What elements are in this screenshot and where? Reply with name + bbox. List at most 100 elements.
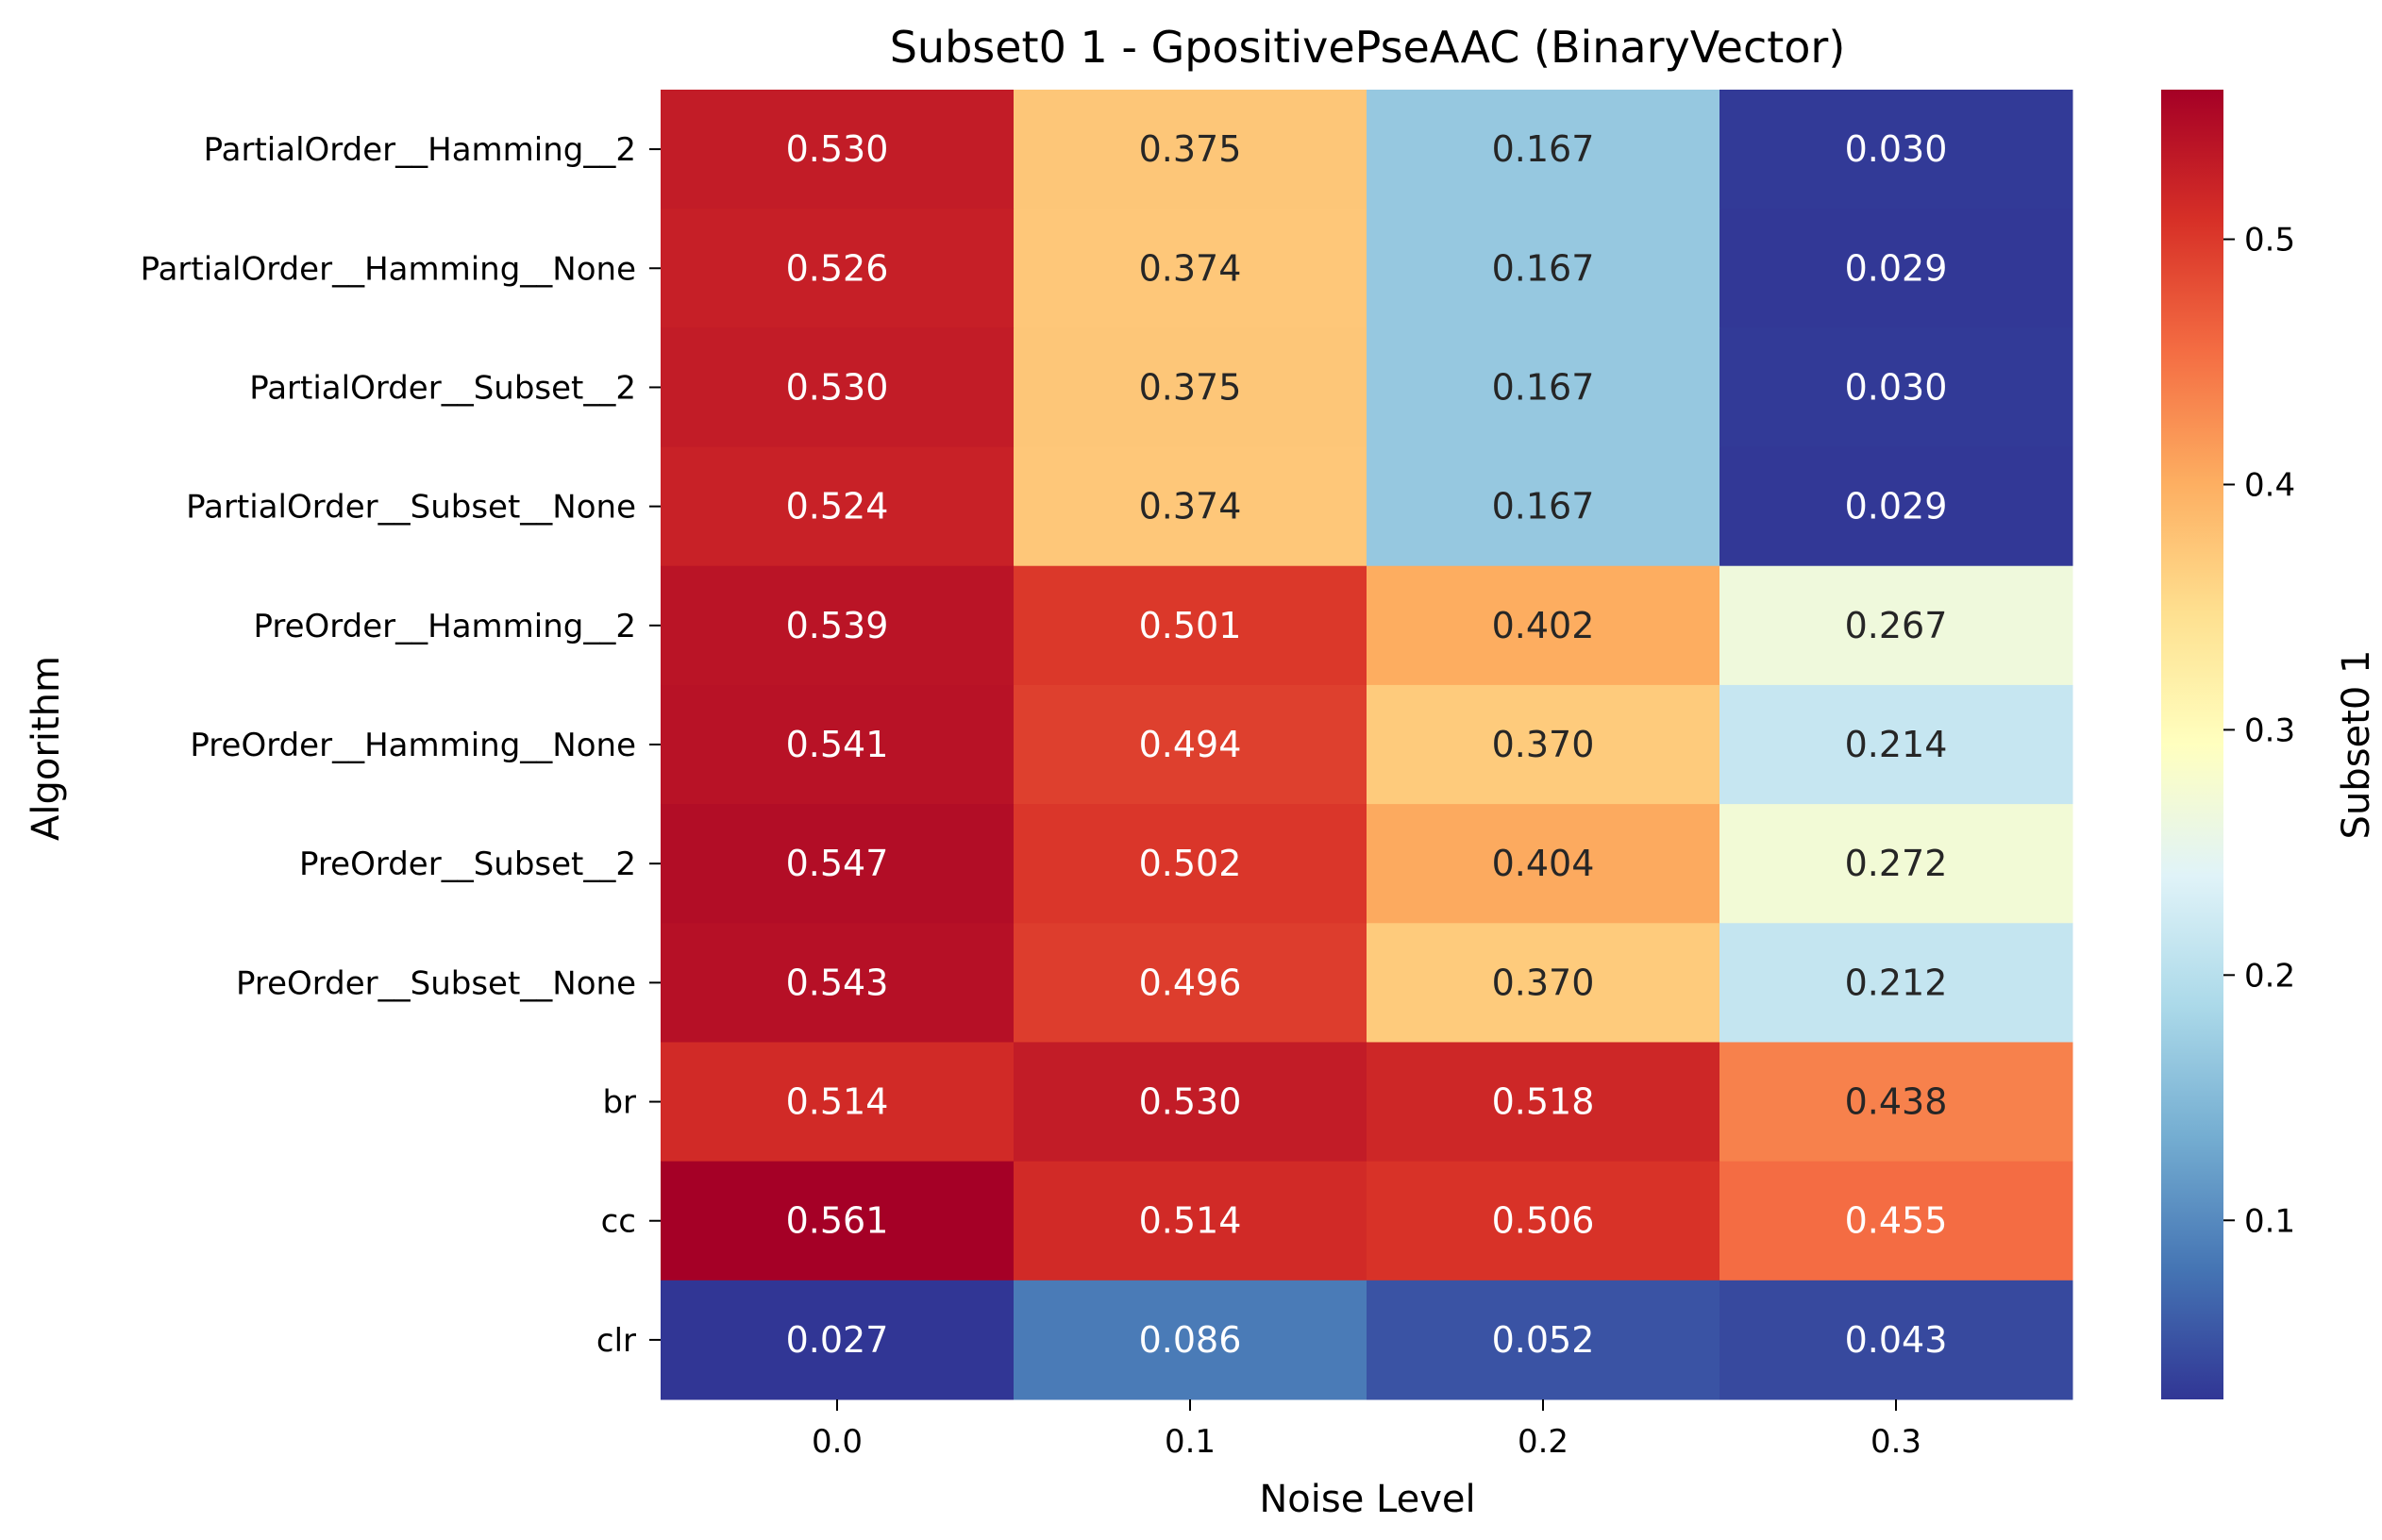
heatmap-cell xyxy=(1719,923,2073,1043)
cell-value-label: 0.375 xyxy=(1139,366,1242,408)
cell-value-label: 0.214 xyxy=(1845,724,1948,765)
heatmap-cell xyxy=(1014,209,1367,328)
y-tick-labels: PartialOrder__Hamming__2 PartialOrder__Ha… xyxy=(141,131,661,1360)
heatmap-cell xyxy=(1367,327,1720,448)
cell-value-label: 0.267 xyxy=(1845,605,1948,646)
cell-value-label: 0.212 xyxy=(1845,962,1948,1003)
heatmap-cell xyxy=(1014,446,1367,567)
heatmap-cell xyxy=(661,446,1015,567)
heatmap-cell xyxy=(1719,565,2073,686)
y-tick-label: cc xyxy=(601,1203,636,1241)
cell-value-label: 0.374 xyxy=(1139,486,1242,527)
x-axis-title: Noise Level xyxy=(1259,1478,1475,1521)
cell-value-label: 0.167 xyxy=(1492,128,1595,170)
heatmap-cell xyxy=(661,1280,1015,1400)
cell-value-label: 0.404 xyxy=(1492,843,1595,884)
cell-value-label: 0.370 xyxy=(1492,724,1595,765)
heatmap-cell xyxy=(1719,327,2073,448)
colorbar-title: Subset0 1 xyxy=(2335,650,2378,840)
y-axis-title: Algorithm xyxy=(25,656,68,841)
x-tick-label: 0.3 xyxy=(1870,1423,1921,1461)
heatmap-cell xyxy=(1719,684,2073,805)
colorbar-tick-label: 0.4 xyxy=(2244,466,2295,504)
cell-value-label: 0.402 xyxy=(1492,605,1595,646)
heatmap-cell xyxy=(1367,209,1720,328)
cell-value-label: 0.029 xyxy=(1845,247,1948,289)
y-tick-label: PreOrder__Subset__2 xyxy=(299,845,636,883)
chart-title: Subset0 1 - GpositivePseAAC (BinaryVecto… xyxy=(890,22,1846,73)
y-tick-label: PreOrder__Hamming__None xyxy=(190,727,636,764)
cell-value-label: 0.167 xyxy=(1492,247,1595,289)
heatmap-cell xyxy=(1719,1280,2073,1400)
cell-value-label: 0.494 xyxy=(1139,724,1242,765)
heatmap-cell xyxy=(661,565,1015,686)
colorbar-tick-label: 0.1 xyxy=(2244,1202,2295,1240)
heatmap-cell xyxy=(1367,565,1720,686)
cell-value-label: 0.530 xyxy=(786,128,889,170)
cell-value-label: 0.541 xyxy=(786,724,889,765)
heatmap-cell xyxy=(1367,90,1720,209)
heatmap-cell xyxy=(1719,209,2073,328)
cell-value-label: 0.030 xyxy=(1845,128,1948,170)
heatmap-cell xyxy=(1014,1161,1367,1281)
cell-value-label: 0.539 xyxy=(786,605,889,646)
cell-value-label: 0.029 xyxy=(1845,486,1948,527)
cell-value-label: 0.030 xyxy=(1845,366,1948,408)
heatmap-cell xyxy=(1719,1042,2073,1163)
x-tick-label: 0.0 xyxy=(812,1423,863,1461)
heatmap-cell xyxy=(1367,1042,1720,1163)
y-tick-label: PreOrder__Hamming__2 xyxy=(253,608,636,645)
cell-value-label: 0.543 xyxy=(786,962,889,1003)
cell-value-label: 0.514 xyxy=(1139,1200,1242,1242)
heatmap-cell xyxy=(1367,1161,1720,1281)
heatmap-cell xyxy=(661,90,1015,209)
heatmap-cell xyxy=(1367,684,1720,805)
heatmap-cell xyxy=(661,1161,1015,1281)
colorbar-tick-label: 0.3 xyxy=(2244,711,2295,749)
heatmap-cell xyxy=(661,923,1015,1043)
x-tick-label: 0.1 xyxy=(1165,1423,1216,1461)
y-tick-label: clr xyxy=(596,1322,636,1360)
heatmap-cell xyxy=(1719,90,2073,209)
cell-value-label: 0.524 xyxy=(786,486,889,527)
cell-value-label: 0.561 xyxy=(786,1200,889,1242)
colorbar-gradient xyxy=(2161,90,2223,1399)
cell-value-label: 0.518 xyxy=(1492,1081,1595,1123)
cell-value-label: 0.272 xyxy=(1845,843,1948,884)
cell-value-label: 0.167 xyxy=(1492,486,1595,527)
cell-value-label: 0.502 xyxy=(1139,843,1242,884)
y-tick-label: PreOrder__Subset__None xyxy=(236,964,636,1002)
heatmap-cell xyxy=(1719,446,2073,567)
cell-value-label: 0.506 xyxy=(1492,1200,1595,1242)
heatmap-cell xyxy=(1014,1042,1367,1163)
heatmap-cell xyxy=(1367,446,1720,567)
cell-value-label: 0.530 xyxy=(786,366,889,408)
y-tick-label: br xyxy=(602,1084,636,1122)
cell-value-label: 0.375 xyxy=(1139,128,1242,170)
colorbar-ticks: 0.1 0.2 0.3 0.4 0.5 xyxy=(2223,222,2295,1240)
cell-value-label: 0.438 xyxy=(1845,1081,1948,1123)
heatmap-cell xyxy=(661,327,1015,448)
cell-value-label: 0.052 xyxy=(1492,1319,1595,1361)
heatmap-cell xyxy=(1014,804,1367,924)
cell-value-label: 0.526 xyxy=(786,247,889,289)
cell-value-label: 0.501 xyxy=(1139,605,1242,646)
heatmap-cell xyxy=(1014,1280,1367,1400)
heatmap-cell xyxy=(1719,804,2073,924)
y-tick-label: PartialOrder__Subset__2 xyxy=(249,369,636,407)
cell-value-label: 0.370 xyxy=(1492,962,1595,1003)
cell-value-label: 0.547 xyxy=(786,843,889,884)
colorbar: 0.1 0.2 0.3 0.4 0.5 Subset0 1 xyxy=(2161,90,2378,1399)
heatmap-cell xyxy=(1014,327,1367,448)
cell-value-label: 0.455 xyxy=(1845,1200,1948,1242)
heatmap-cells: 0.530 0.375 0.167 0.030 0.526 0.374 0.167 0.029… xyxy=(661,90,2073,1400)
heatmap-cell xyxy=(1014,565,1367,686)
x-tick-labels: 0.0 0.1 0.2 0.3 xyxy=(812,1399,1921,1461)
heatmap-cell xyxy=(1367,1280,1720,1400)
cell-value-label: 0.086 xyxy=(1139,1319,1242,1361)
heatmap-cell xyxy=(1719,1161,2073,1281)
heatmap-cell xyxy=(1367,923,1720,1043)
y-tick-label: PartialOrder__Hamming__2 xyxy=(204,131,636,169)
cell-value-label: 0.496 xyxy=(1139,962,1242,1003)
